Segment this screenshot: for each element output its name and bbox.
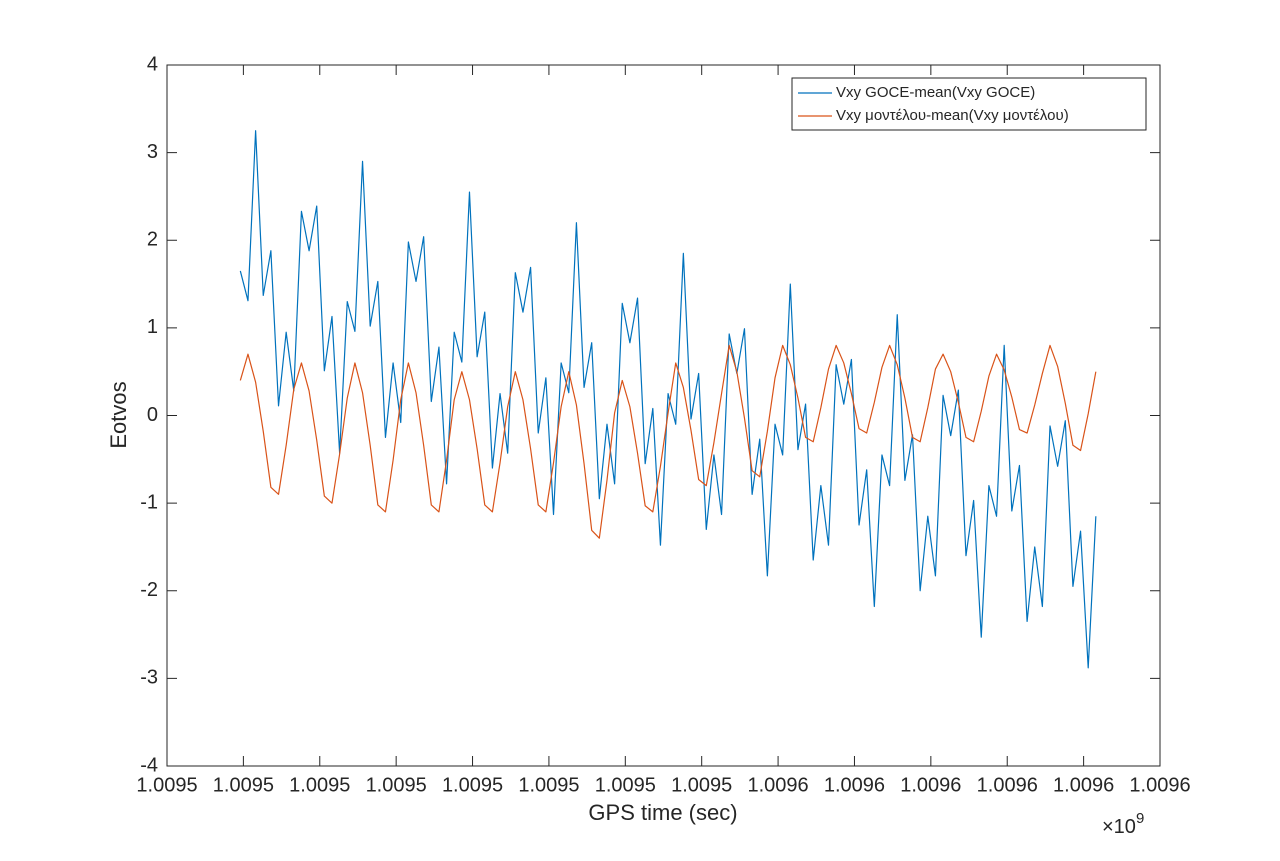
y-tick-label: -4	[140, 754, 158, 776]
x-multiplier-base: ×10	[1102, 816, 1136, 838]
y-tick-label: -3	[140, 667, 158, 689]
x-tick-label: 1.0095	[366, 774, 427, 796]
x-tick-label: 1.0095	[289, 774, 350, 796]
y-axis-label: Eotvos	[106, 381, 131, 448]
data-line	[239, 130, 1097, 669]
x-multiplier: ×109	[1102, 810, 1144, 838]
legend-label: Vxy μοντέλου-mean(Vxy μοντέλου)	[836, 107, 1069, 124]
y-tick-label: 3	[147, 141, 158, 163]
x-axis-label: GPS time (sec)	[588, 800, 737, 825]
x-tick-label: 1.0095	[671, 774, 732, 796]
y-tick-label: -1	[140, 491, 158, 513]
y-tick-label: 1	[147, 316, 158, 338]
x-tick-label: 1.0096	[747, 774, 808, 796]
legend-box	[791, 77, 1147, 131]
y-tick-label: 4	[147, 53, 158, 75]
x-tick-label: 1.0096	[824, 774, 885, 796]
x-tick-label: 1.0095	[442, 774, 503, 796]
x-tick-label: 1.0096	[1129, 774, 1190, 796]
x-tick-label: 1.0095	[595, 774, 656, 796]
y-tick-label: -2	[140, 579, 158, 601]
y-tick-label: 0	[147, 404, 158, 426]
x-multiplier-exponent: 9	[1136, 810, 1144, 827]
x-tick-label: 1.0096	[977, 774, 1038, 796]
x-tick-label: 1.0096	[1053, 774, 1114, 796]
x-tick-label: 1.0096	[900, 774, 961, 796]
x-tick-label: 1.0095	[213, 774, 274, 796]
x-tick-label: 1.0095	[518, 774, 579, 796]
x-tick-label: 1.0095	[136, 774, 197, 796]
y-tick-label: 2	[147, 229, 158, 251]
data-line	[239, 344, 1097, 539]
legend-label: Vxy GOCE-mean(Vxy GOCE)	[836, 84, 1035, 101]
